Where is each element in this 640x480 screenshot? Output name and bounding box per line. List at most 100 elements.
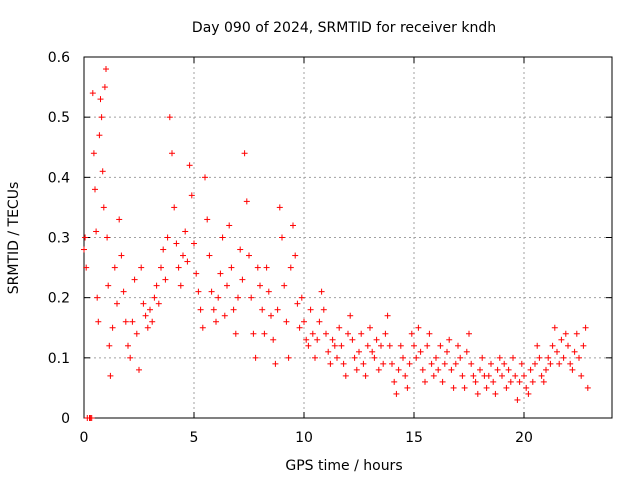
data-point [492,390,499,397]
data-point [92,186,98,193]
data-point [512,372,519,379]
data-point [501,360,508,367]
data-point [523,384,530,391]
data-point [274,306,281,313]
data-point [180,252,186,259]
data-point [472,378,479,385]
data-point [177,282,184,289]
data-point [483,384,490,391]
data-point [334,354,340,361]
data-point [400,354,406,361]
data-point [248,294,255,301]
data-point [386,342,393,349]
data-point [582,324,589,331]
data-point [155,300,162,307]
data-point [316,318,323,325]
data-point [536,354,543,361]
y-tick-label: 0.6 [48,50,70,66]
data-point [301,318,307,325]
data-point [221,312,228,319]
data-point [122,318,129,325]
data-point [281,282,288,289]
data-point [336,324,343,331]
data-point [257,282,263,289]
x-tick-label: 0 [80,430,89,446]
data-point [276,204,283,211]
data-point [263,264,270,271]
data-point [140,300,147,307]
data-point [309,330,316,337]
data-point [408,330,415,337]
data-point [340,360,347,367]
data-point [215,294,222,301]
data-point [327,360,334,367]
data-point [375,366,382,373]
data-point [433,354,439,361]
data-point [457,354,464,361]
data-point [303,336,310,343]
data-point [101,84,108,91]
data-point [554,348,560,355]
data-point [298,294,305,301]
data-point [95,318,102,325]
data-point [474,390,481,397]
data-point [576,354,582,361]
data-point [136,366,142,373]
data-point [314,336,321,343]
data-point [452,360,459,367]
data-point [246,252,252,259]
data-point [81,246,87,253]
data-point [250,330,257,337]
data-point [208,288,215,295]
data-point [391,378,398,385]
data-point [422,378,428,385]
data-point [125,342,131,349]
data-point [142,312,149,319]
data-point [312,354,318,361]
data-point [503,384,510,391]
data-point [364,342,371,349]
grid-lines [84,57,612,418]
x-tick-label: 15 [405,430,423,446]
data-point [210,306,217,313]
points [81,66,591,421]
data-point [426,330,433,337]
data-point [107,372,114,379]
x-tick-label: 5 [190,430,199,446]
data-point [93,228,100,235]
data-point [162,276,169,283]
data-point [461,384,468,391]
data-point [171,204,178,211]
data-point [197,306,204,313]
data-point [463,348,470,355]
data-point [516,378,523,385]
data-point [441,360,448,367]
data-point [560,354,567,361]
data-point [166,114,173,121]
data-point [206,252,213,259]
data-point [351,354,358,361]
data-point [232,330,239,337]
data-point [538,372,545,379]
data-point [228,264,235,271]
data-point [507,378,514,385]
data-point [98,114,105,121]
data-point [358,330,365,337]
data-point [485,372,492,379]
data-point [369,348,376,355]
data-point [477,366,483,373]
data-point [547,360,554,367]
data-point [104,234,111,241]
data-point [325,348,332,355]
data-point [160,246,167,253]
data-point [103,66,109,73]
data-point [580,342,587,349]
data-point [114,300,120,307]
data-point [294,300,301,307]
data-point [186,162,193,169]
data-point [99,168,106,175]
data-point [347,312,354,319]
data-point [439,378,446,385]
data-point [296,324,303,331]
data-point [158,264,164,271]
